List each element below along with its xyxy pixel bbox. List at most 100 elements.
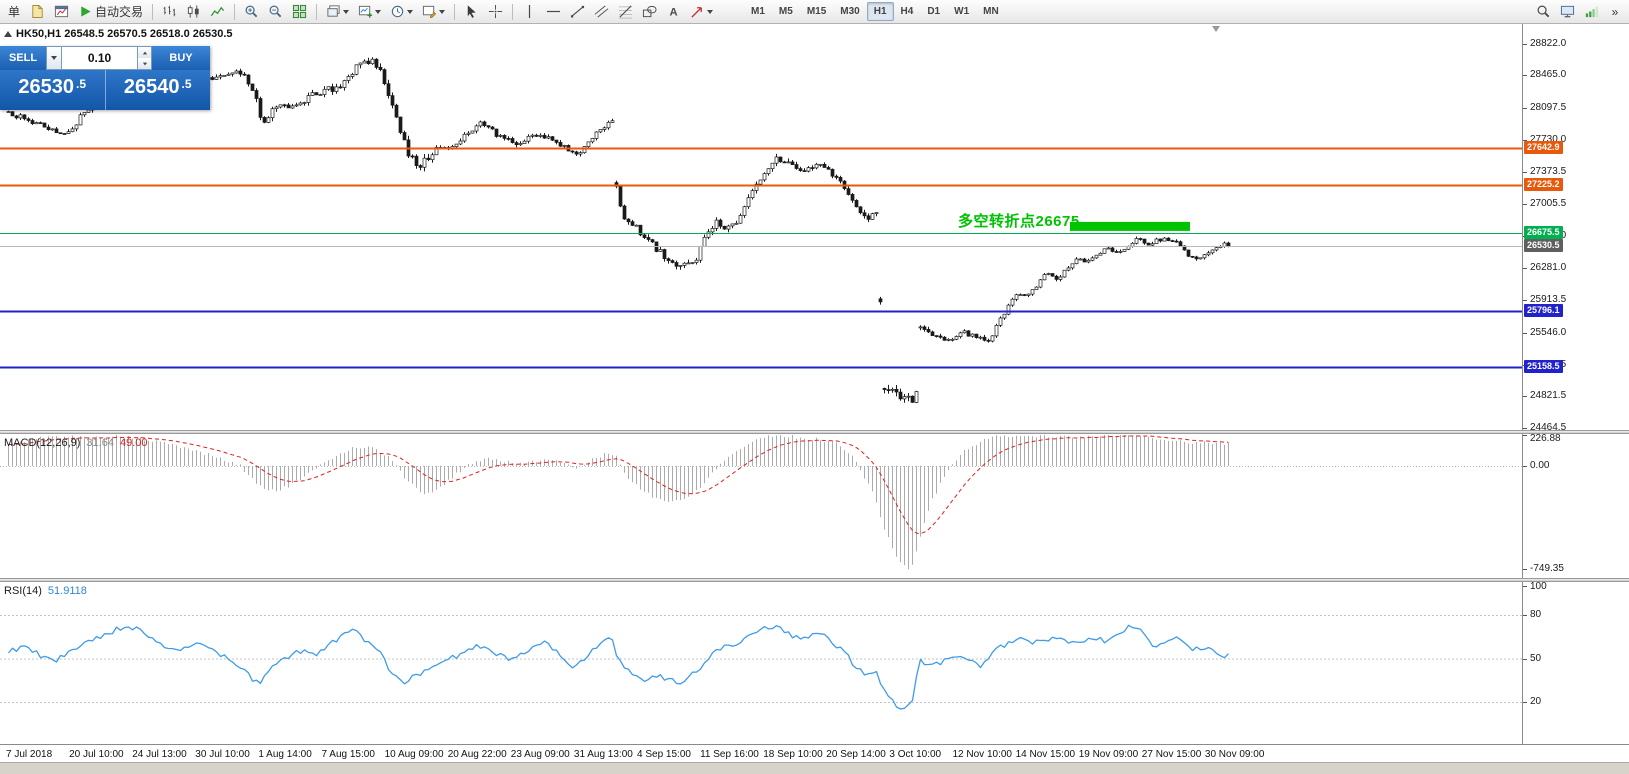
price-tag: 27225.2 bbox=[1524, 177, 1563, 191]
timeframe-m30-button[interactable]: M30 bbox=[840, 6, 860, 17]
tile-windows-button[interactable] bbox=[288, 2, 311, 22]
volume-dropdown-button[interactable] bbox=[46, 46, 62, 70]
zoom-in-button[interactable] bbox=[240, 2, 263, 22]
fibonacci-tool-button[interactable] bbox=[614, 2, 637, 22]
toolbar-separator bbox=[454, 3, 456, 20]
time-axis-label: 31 Aug 13:00 bbox=[573, 749, 633, 760]
chart-window-button[interactable] bbox=[50, 2, 73, 22]
rsi-axis[interactable]: 100 80 50 20 bbox=[1522, 581, 1629, 744]
channel-tool-button[interactable] bbox=[590, 2, 613, 22]
autotrading-label: 自动交易 bbox=[95, 5, 144, 19]
volume-decrease-button[interactable] bbox=[138, 58, 151, 69]
price-axis[interactable]: 28822.0 28465.0 28097.5 27730.0 27373.5 27005… bbox=[1522, 24, 1629, 433]
price-tag: 25796.1 bbox=[1524, 303, 1563, 317]
cursor-tool-button[interactable] bbox=[460, 2, 483, 22]
horizontal-line-icon bbox=[546, 4, 561, 19]
timeframe-m15-button[interactable]: M15 bbox=[806, 6, 827, 17]
crosshair-icon bbox=[488, 4, 503, 19]
chevron-up-icon bbox=[142, 51, 147, 54]
axis-tick bbox=[1523, 396, 1527, 397]
pane-separator[interactable] bbox=[0, 578, 1629, 582]
toolbar-overflow-button[interactable]: » bbox=[1604, 2, 1626, 22]
axis-tick bbox=[1523, 615, 1527, 616]
terminal-button[interactable] bbox=[1556, 2, 1579, 22]
periods-button[interactable] bbox=[386, 2, 417, 22]
volume-input[interactable] bbox=[62, 46, 138, 70]
toolbar-separator bbox=[152, 3, 154, 20]
new-order-icon-button[interactable] bbox=[26, 2, 49, 22]
zoom-out-button[interactable] bbox=[264, 2, 287, 22]
arrows-tool-button[interactable] bbox=[686, 2, 717, 22]
chevron-down-icon bbox=[142, 62, 147, 65]
svg-text:A: A bbox=[669, 7, 677, 19]
axis-tick bbox=[1523, 333, 1527, 334]
shapes-tool-button[interactable] bbox=[638, 2, 661, 22]
cascade-windows-button[interactable] bbox=[322, 2, 353, 22]
autotrading-button[interactable]: 自动交易 bbox=[74, 2, 147, 22]
timeframe-mn-button[interactable]: MN bbox=[983, 6, 999, 17]
zoom-in-icon bbox=[244, 4, 259, 19]
axis-label: 25546.0 bbox=[1530, 326, 1567, 338]
time-axis-label: 20 Sep 14:00 bbox=[826, 749, 886, 760]
time-axis-label: 30 Jul 10:00 bbox=[195, 749, 250, 760]
text-tool-button[interactable]: A bbox=[662, 2, 685, 22]
new-chart-button[interactable] bbox=[354, 2, 385, 22]
axis-tick bbox=[1523, 428, 1527, 429]
connection-bars-icon bbox=[1584, 4, 1599, 19]
horizontal-line-tool-button[interactable] bbox=[542, 2, 565, 22]
volume-increase-button[interactable] bbox=[138, 47, 151, 58]
timeframe-d1-button[interactable]: D1 bbox=[927, 6, 941, 17]
chart-annotation-text[interactable]: 多空转折点26675 bbox=[958, 213, 1080, 230]
line-chart-button[interactable] bbox=[206, 2, 229, 22]
time-axis[interactable]: 7 Jul 2018 20 Jul 10:00 24 Jul 13:00 30 Jul… bbox=[0, 744, 1629, 762]
rsi-chart[interactable] bbox=[0, 582, 1522, 744]
timeframe-h1-button[interactable]: H1 bbox=[866, 2, 894, 21]
cascade-windows-icon bbox=[326, 4, 341, 19]
timeframe-h4-button[interactable]: H4 bbox=[900, 6, 914, 17]
axis-label: 27730.0 bbox=[1530, 134, 1567, 146]
vertical-line-tool-button[interactable] bbox=[518, 2, 541, 22]
rsi-plot[interactable]: RSI(14) 51.9118 bbox=[0, 582, 1522, 744]
time-axis-label: 12 Nov 10:00 bbox=[952, 749, 1013, 760]
zoom-out-icon bbox=[268, 4, 283, 19]
macd-chart[interactable] bbox=[0, 434, 1522, 578]
time-axis-label: 14 Nov 15:00 bbox=[1015, 749, 1076, 760]
templates-button[interactable] bbox=[418, 2, 449, 22]
price-chart-plot[interactable]: HK50,H1 26548.5 26570.5 26518.0 26530.5 … bbox=[0, 24, 1522, 430]
trendline-icon bbox=[570, 4, 585, 19]
candlestick-chart[interactable] bbox=[0, 24, 1522, 430]
bar-chart-button[interactable] bbox=[158, 2, 181, 22]
axis-tick bbox=[1523, 44, 1527, 45]
price-tag: 27642.9 bbox=[1524, 140, 1563, 154]
chart-shift-marker-icon[interactable] bbox=[1212, 26, 1220, 32]
axis-label: 25913.5 bbox=[1530, 294, 1567, 306]
axis-tick bbox=[1523, 435, 1527, 436]
trendline-tool-button[interactable] bbox=[566, 2, 589, 22]
buy-price-display[interactable]: 26540 .5 bbox=[106, 70, 211, 110]
axis-tick bbox=[1523, 268, 1527, 269]
pane-separator[interactable] bbox=[0, 430, 1629, 434]
candlestick-chart-button[interactable] bbox=[182, 2, 205, 22]
axis-label: 0.00 bbox=[1530, 460, 1550, 471]
price-tag: 25158.5 bbox=[1524, 359, 1563, 373]
timeframe-m1-button[interactable]: M1 bbox=[751, 6, 765, 17]
new-order-partial-button[interactable]: 单 bbox=[3, 2, 25, 22]
axis-tick bbox=[1523, 204, 1527, 205]
crosshair-tool-button[interactable] bbox=[484, 2, 507, 22]
sell-button[interactable]: SELL bbox=[0, 46, 46, 70]
toolbar-separator bbox=[512, 3, 514, 20]
macd-axis[interactable]: 226.88 0.00 -749.35 bbox=[1522, 433, 1629, 578]
macd-plot[interactable]: MACD(12,26,9) 31.64 49.00 bbox=[0, 434, 1522, 578]
timeframe-w1-button[interactable]: W1 bbox=[954, 6, 970, 17]
time-axis-label: 30 Nov 09:00 bbox=[1204, 749, 1265, 760]
axis-label: 24821.5 bbox=[1530, 390, 1567, 402]
search-button[interactable] bbox=[1532, 2, 1555, 22]
price-pane: HK50,H1 26548.5 26570.5 26518.0 26530.5 … bbox=[0, 24, 1629, 433]
connection-status-button[interactable] bbox=[1580, 2, 1603, 22]
tile-windows-icon bbox=[292, 4, 307, 19]
sell-price-display[interactable]: 26530 .5 bbox=[0, 70, 106, 110]
timeframe-m5-button[interactable]: M5 bbox=[778, 6, 793, 17]
buy-button[interactable]: BUY bbox=[152, 46, 210, 70]
one-click-collapse-icon[interactable] bbox=[4, 31, 12, 37]
